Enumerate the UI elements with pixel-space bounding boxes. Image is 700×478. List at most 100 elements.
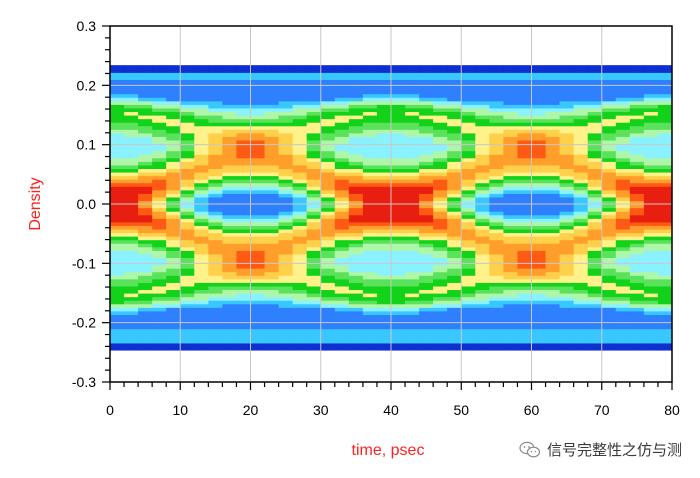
density-cell	[447, 232, 462, 237]
density-cell	[643, 293, 659, 298]
density-cell	[545, 107, 561, 113]
density-cell	[362, 196, 378, 202]
density-cell	[278, 282, 294, 287]
density-cell	[545, 317, 561, 323]
density-heatmap	[110, 65, 672, 351]
density-cell	[194, 143, 209, 148]
density-cell	[629, 307, 645, 312]
density-cell	[138, 250, 153, 255]
density-cell	[222, 264, 238, 269]
density-cell	[601, 139, 617, 145]
density-cell	[615, 100, 631, 105]
density-cell	[222, 328, 238, 333]
density-cell	[545, 90, 561, 95]
density-cell	[208, 72, 223, 77]
density-cell	[306, 307, 322, 312]
density-cell	[348, 207, 364, 212]
density-cell	[461, 246, 476, 251]
density-cell	[405, 289, 420, 294]
density-cell	[391, 68, 406, 73]
density-cell	[348, 168, 364, 173]
density-cell	[152, 335, 167, 340]
density-cell	[222, 143, 238, 148]
density-cell	[545, 200, 561, 205]
density-cell	[320, 271, 336, 276]
density-cell	[601, 93, 617, 98]
density-cell	[334, 257, 350, 262]
density-cell	[531, 79, 547, 84]
density-cell	[573, 246, 589, 251]
x-axis-title: time, psec	[352, 442, 425, 459]
density-cell	[545, 253, 561, 258]
density-cell	[643, 278, 659, 283]
density-cell	[180, 154, 195, 159]
density-cell	[405, 204, 420, 209]
density-cell	[601, 168, 617, 173]
density-cell	[278, 246, 294, 251]
density-cell	[573, 300, 589, 305]
density-cell	[292, 221, 308, 226]
density-cell	[489, 161, 504, 166]
density-cell	[559, 79, 575, 84]
density-cell	[657, 161, 672, 166]
density-cell	[559, 122, 575, 127]
density-cell	[503, 79, 519, 84]
density-cell	[362, 171, 378, 177]
density-cell	[657, 228, 672, 234]
density-cell	[405, 328, 420, 333]
density-cell	[447, 93, 462, 98]
density-cell	[447, 246, 462, 251]
density-cell	[152, 285, 167, 291]
density-cell	[475, 129, 490, 134]
density-cell	[306, 179, 322, 184]
density-cell	[643, 125, 659, 130]
density-cell	[629, 200, 645, 205]
density-cell	[222, 293, 238, 298]
density-cell	[475, 236, 490, 241]
density-cell	[250, 307, 266, 312]
density-cell	[545, 332, 561, 337]
density-cell	[138, 268, 153, 273]
density-cell	[643, 275, 659, 280]
density-cell	[573, 285, 589, 291]
density-cell	[334, 346, 350, 351]
density-cell	[152, 275, 167, 280]
density-cell	[587, 335, 603, 340]
density-cell	[292, 285, 308, 291]
density-cell	[489, 129, 504, 134]
density-cell	[180, 243, 195, 248]
density-cell	[657, 321, 672, 326]
density-cell	[222, 118, 238, 123]
density-cell	[320, 307, 336, 312]
density-cell	[433, 68, 448, 73]
density-cell	[362, 186, 378, 191]
density-cell	[629, 250, 645, 255]
density-cell	[250, 65, 266, 70]
density-cell	[419, 250, 434, 255]
density-cell	[222, 193, 238, 198]
density-cell	[643, 150, 659, 155]
density-cell	[405, 104, 420, 109]
density-cell	[461, 122, 476, 127]
density-cell	[489, 97, 504, 102]
density-cell	[433, 122, 448, 127]
density-cell	[447, 214, 462, 219]
density-cell	[545, 204, 561, 209]
density-cell	[629, 154, 645, 159]
density-cell	[362, 253, 378, 258]
density-cell	[180, 129, 195, 134]
density-cell	[334, 218, 350, 223]
density-cell	[208, 154, 223, 159]
density-cell	[419, 264, 434, 269]
density-cell	[362, 278, 378, 283]
density-cell	[643, 129, 659, 134]
density-cell	[180, 107, 195, 113]
density-cell	[447, 189, 462, 194]
density-cell	[110, 296, 125, 301]
density-cell	[124, 157, 139, 162]
density-cell	[222, 100, 238, 105]
density-cell	[222, 175, 238, 180]
density-cell	[320, 253, 336, 258]
density-cell	[166, 300, 181, 305]
density-cell	[110, 307, 125, 312]
